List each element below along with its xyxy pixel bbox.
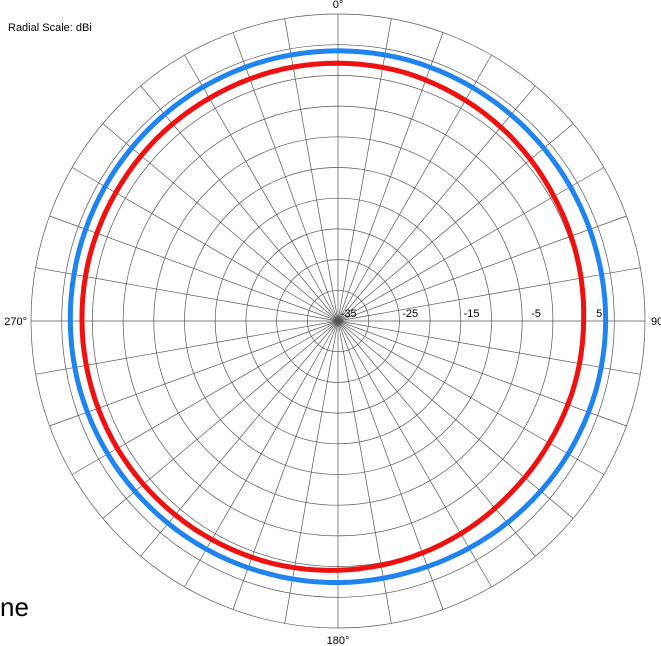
polar-labels: -35 -25 -15 -5 5 0° 90° 180° 270°	[4, 0, 661, 646]
grid-spoke	[337, 320, 492, 588]
grid-spoke	[140, 320, 339, 557]
radial-tick-label: -35	[341, 308, 357, 320]
partial-caption: ne	[0, 592, 29, 622]
series-line-2	[79, 60, 587, 573]
grid-spoke	[184, 54, 339, 322]
grid-spoke	[337, 320, 536, 557]
grid-spoke	[71, 167, 339, 322]
grid-spoke	[184, 320, 339, 588]
grid-spoke	[337, 85, 536, 322]
angle-label: 270°	[4, 316, 27, 328]
radial-tick-label: 5	[596, 308, 602, 320]
radial-tick-label: -25	[402, 308, 418, 320]
grid-spoke	[337, 320, 444, 610]
grid-spoke	[337, 54, 492, 322]
grid-spoke	[337, 167, 605, 322]
angle-label: 180°	[327, 635, 350, 646]
grid-spoke	[337, 320, 574, 519]
grid-spoke	[337, 215, 627, 322]
grid-spoke	[102, 320, 339, 519]
grid-spoke	[71, 320, 339, 475]
grid-spoke	[284, 320, 339, 624]
polar-grid	[30, 13, 646, 629]
grid-spoke	[337, 267, 641, 322]
angle-label: 90°	[651, 316, 661, 328]
series-line-1	[67, 48, 609, 586]
angle-label: 0°	[333, 0, 344, 11]
grid-spoke	[337, 320, 392, 624]
grid-spoke	[337, 320, 627, 427]
grid-spoke	[337, 320, 605, 475]
grid-spoke	[102, 123, 339, 322]
grid-spoke	[140, 85, 339, 322]
radial-tick-label: -5	[531, 308, 541, 320]
grid-spoke	[337, 123, 574, 322]
radial-scale-label: Radial Scale: dBi	[8, 22, 92, 34]
grid-spoke	[337, 320, 641, 375]
radial-tick-label: -15	[464, 308, 480, 320]
grid-spoke	[232, 320, 339, 610]
polar-series	[67, 48, 609, 586]
